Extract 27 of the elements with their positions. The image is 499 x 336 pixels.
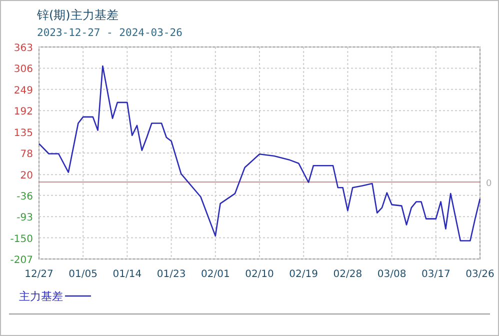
x-tick-label: 01/05 bbox=[68, 269, 98, 280]
y-tick-label: -207 bbox=[10, 255, 33, 266]
y-tick-label: 363 bbox=[14, 43, 33, 54]
chart-subtitle: 2023-12-27 - 2024-03-26 bbox=[37, 27, 182, 39]
x-tick-label: 02/01 bbox=[200, 269, 230, 280]
chart-title: 锌(期)主力基差 bbox=[36, 8, 118, 22]
y-tick-label: 249 bbox=[14, 85, 33, 96]
x-tick-label: 01/14 bbox=[112, 269, 142, 280]
legend-label: 主力基差 bbox=[19, 290, 63, 303]
x-tick-label: 12/27 bbox=[24, 269, 54, 280]
y-tick-label: -36 bbox=[16, 191, 33, 202]
y-tick-label: 20 bbox=[20, 170, 33, 182]
x-tick-label: 02/28 bbox=[333, 269, 362, 280]
x-tick-label: 01/23 bbox=[156, 269, 186, 280]
x-tick-label: 03/26 bbox=[466, 269, 494, 280]
y-tick-label: -150 bbox=[10, 234, 33, 245]
y-tick-label: 192 bbox=[14, 106, 33, 118]
line-series bbox=[38, 65, 481, 242]
y-tick-label: -93 bbox=[16, 212, 33, 224]
ref-line-label: 0 bbox=[486, 179, 492, 190]
x-tick-label: 02/10 bbox=[245, 269, 274, 280]
y-tick-label: 135 bbox=[14, 128, 33, 139]
x-tick-label: 03/17 bbox=[421, 269, 450, 280]
y-tick-label: 306 bbox=[14, 64, 33, 76]
x-tick-label: 02/19 bbox=[289, 269, 318, 280]
x-tick-label: 03/08 bbox=[377, 269, 406, 280]
y-tick-label: 78 bbox=[20, 149, 33, 160]
